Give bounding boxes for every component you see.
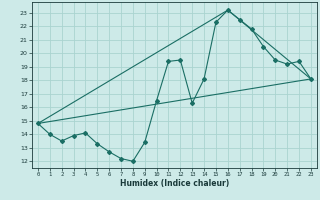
X-axis label: Humidex (Indice chaleur): Humidex (Indice chaleur) bbox=[120, 179, 229, 188]
